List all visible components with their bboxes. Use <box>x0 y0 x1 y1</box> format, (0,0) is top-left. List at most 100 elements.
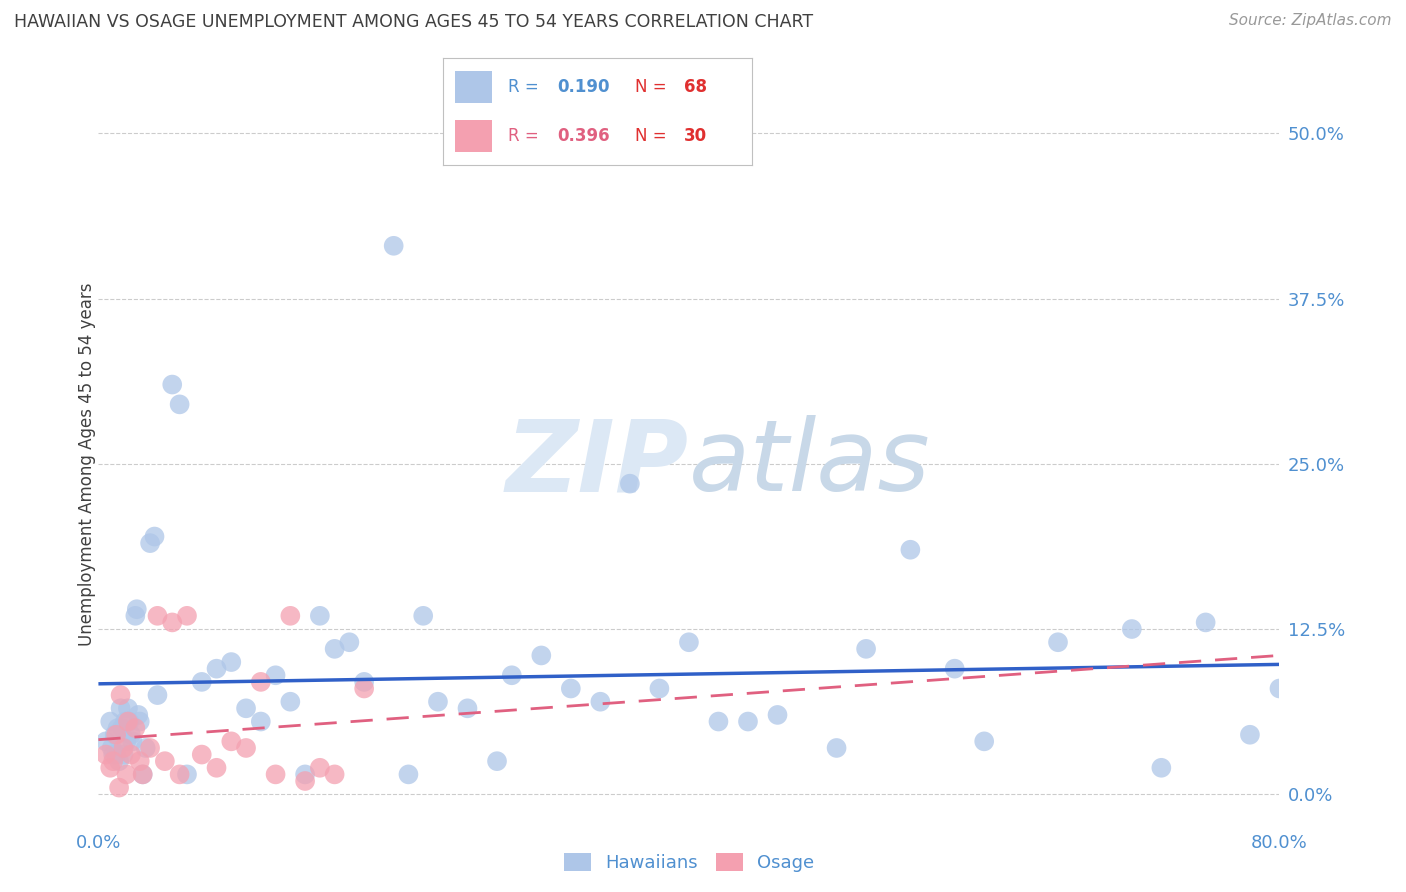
Point <box>309 761 332 775</box>
Point <box>103 747 125 762</box>
Point <box>353 674 375 689</box>
Point <box>427 695 450 709</box>
Point <box>120 747 142 762</box>
Point <box>264 668 287 682</box>
Text: ZIP: ZIP <box>506 416 689 512</box>
Point <box>121 734 143 748</box>
Point <box>737 714 759 729</box>
Point <box>132 767 155 781</box>
Point <box>125 602 148 616</box>
Text: Source: ZipAtlas.com: Source: ZipAtlas.com <box>1229 13 1392 29</box>
Point <box>146 688 169 702</box>
Point <box>486 754 509 768</box>
Point <box>169 767 191 781</box>
Point <box>530 648 553 663</box>
Point <box>353 681 375 696</box>
Point <box>128 754 150 768</box>
Point <box>1239 728 1261 742</box>
Point <box>973 734 995 748</box>
Point <box>162 377 183 392</box>
Text: 0.190: 0.190 <box>557 78 610 95</box>
Point <box>139 741 162 756</box>
Point <box>111 721 134 735</box>
Point <box>108 780 131 795</box>
Y-axis label: Unemployment Among Ages 45 to 54 years: Unemployment Among Ages 45 to 54 years <box>79 282 96 646</box>
Point <box>94 734 117 748</box>
Point <box>309 608 332 623</box>
Point <box>264 767 287 781</box>
Text: 0.396: 0.396 <box>557 128 610 145</box>
Point <box>124 721 146 735</box>
Point <box>115 734 138 748</box>
Point <box>560 681 582 696</box>
Point <box>110 701 132 715</box>
Point <box>678 635 700 649</box>
Point <box>250 674 273 689</box>
Point <box>1046 635 1069 649</box>
Point <box>94 747 117 762</box>
Point <box>766 707 789 722</box>
Point <box>1195 615 1218 630</box>
Point <box>103 754 125 768</box>
Point <box>162 615 183 630</box>
Point <box>112 747 135 762</box>
Point <box>120 728 142 742</box>
Bar <box>456 70 492 103</box>
Point <box>323 641 346 656</box>
Point <box>117 714 139 729</box>
Point <box>118 714 141 729</box>
Point <box>456 701 478 715</box>
Point <box>1150 761 1173 775</box>
Point <box>382 239 405 253</box>
Point <box>221 734 243 748</box>
Point <box>235 701 257 715</box>
Point <box>127 707 149 722</box>
Point <box>176 608 198 623</box>
Point <box>1121 622 1143 636</box>
Point <box>98 761 121 775</box>
Text: atlas: atlas <box>689 416 931 512</box>
Bar <box>456 120 492 153</box>
Point <box>235 741 257 756</box>
Point <box>112 741 135 756</box>
Point <box>124 608 146 623</box>
Point <box>169 397 191 411</box>
Point <box>294 767 316 781</box>
Point <box>943 662 966 676</box>
Text: N =: N = <box>634 78 672 95</box>
Text: R =: R = <box>508 78 544 95</box>
Point <box>1268 681 1291 696</box>
Point <box>501 668 523 682</box>
Point <box>110 688 132 702</box>
Point <box>115 767 138 781</box>
Point <box>108 754 131 768</box>
Point <box>855 641 877 656</box>
Point <box>221 655 243 669</box>
Point <box>191 747 214 762</box>
Point <box>104 728 127 742</box>
Point <box>707 714 730 729</box>
Point <box>294 774 316 789</box>
Text: 30: 30 <box>685 128 707 145</box>
Point <box>153 754 176 768</box>
Point <box>323 767 346 781</box>
Point <box>128 714 150 729</box>
Point <box>412 608 434 623</box>
Point <box>205 662 228 676</box>
Point <box>176 767 198 781</box>
Point <box>191 674 214 689</box>
Text: 68: 68 <box>685 78 707 95</box>
Point <box>98 714 121 729</box>
Legend: Hawaiians, Osage: Hawaiians, Osage <box>557 846 821 880</box>
Point <box>648 681 671 696</box>
Point <box>900 542 922 557</box>
Point <box>105 747 128 762</box>
Point <box>105 728 128 742</box>
Point <box>205 761 228 775</box>
Text: R =: R = <box>508 128 544 145</box>
Text: N =: N = <box>634 128 672 145</box>
Point <box>107 721 129 735</box>
Text: HAWAIIAN VS OSAGE UNEMPLOYMENT AMONG AGES 45 TO 54 YEARS CORRELATION CHART: HAWAIIAN VS OSAGE UNEMPLOYMENT AMONG AGE… <box>14 13 813 31</box>
Point <box>278 695 302 709</box>
Point <box>139 536 162 550</box>
